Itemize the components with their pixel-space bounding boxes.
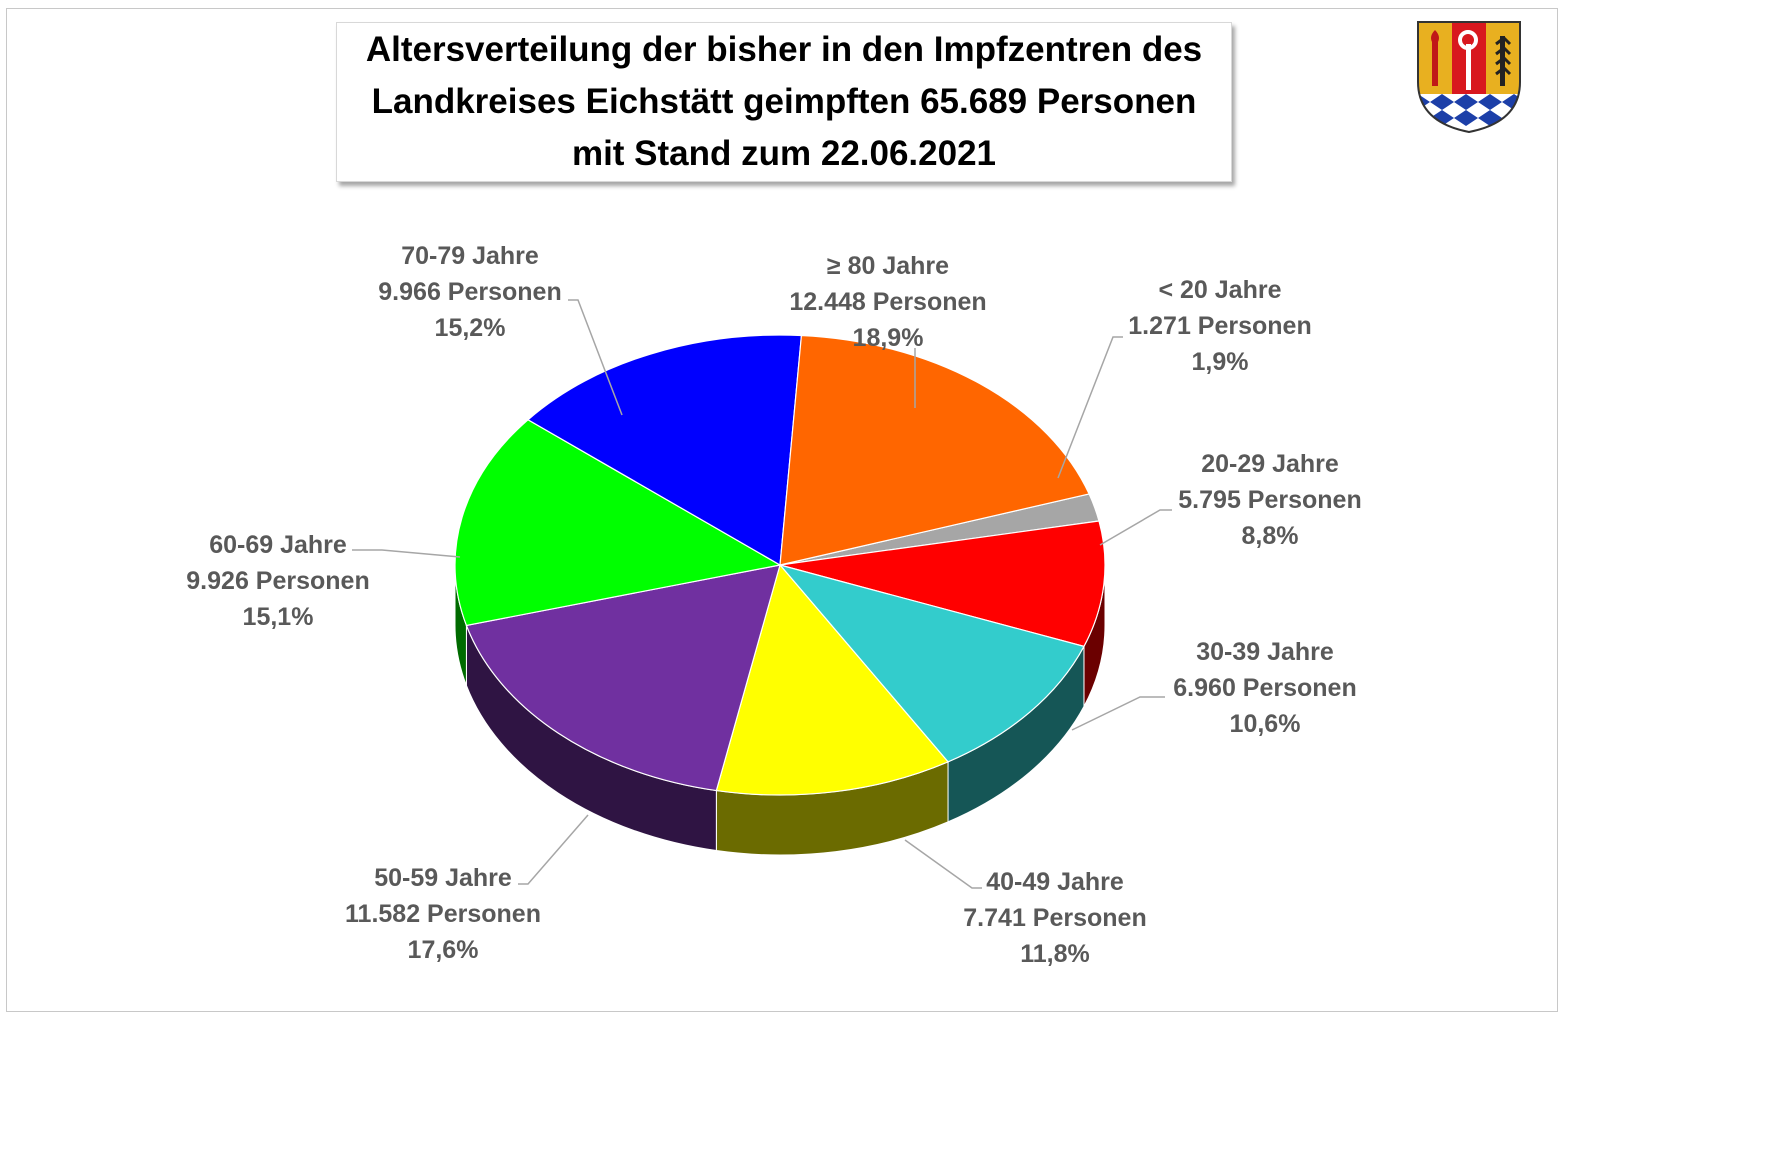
data-label-category: ≥ 80 Jahre xyxy=(827,252,949,280)
data-label-category: 50-59 Jahre xyxy=(374,864,512,892)
chart-title-box: Altersverteilung der bisher in den Impfz… xyxy=(336,22,1232,182)
data-label-percent: 15,1% xyxy=(243,603,314,631)
data-label-20-29-jahre: 20-29 Jahre 5.795 Personen 8,8% xyxy=(1178,450,1361,550)
data-label-category: 40-49 Jahre xyxy=(986,868,1124,896)
data-label-category: < 20 Jahre xyxy=(1158,276,1281,304)
data-label-persons: 5.795 Personen xyxy=(1178,486,1361,514)
chart-title-line-2: Landkreises Eichstätt geimpften 65.689 P… xyxy=(371,82,1197,121)
leader-line-lt-20-jahre xyxy=(1057,336,1123,479)
data-label-60-69-jahre: 60-69 Jahre 9.926 Personen 15,1% xyxy=(186,531,369,631)
data-label-category: 20-29 Jahre xyxy=(1201,450,1339,478)
data-label-70-79-jahre: 70-79 Jahre 9.966 Personen 15,2% xyxy=(378,242,561,342)
data-label-percent: 10,6% xyxy=(1230,710,1301,738)
data-label-ge-80-jahre: ≥ 80 Jahre 12.448 Personen 18,9% xyxy=(789,252,986,352)
chart-title-line-3: mit Stand zum 22.06.2021 xyxy=(571,134,997,173)
data-label-percent: 18,9% xyxy=(853,324,924,352)
data-label-category: 30-39 Jahre xyxy=(1196,638,1334,666)
data-label-persons: 12.448 Personen xyxy=(789,288,986,316)
data-label-50-59-jahre: 50-59 Jahre 11.582 Personen 17,6% xyxy=(345,864,541,964)
data-label-category: 70-79 Jahre xyxy=(401,242,539,270)
leader-line-20-29-jahre xyxy=(1099,509,1172,546)
data-label-category: 60-69 Jahre xyxy=(209,531,347,559)
chart-title-line-1: Altersverteilung der bisher in den Impfz… xyxy=(365,30,1203,69)
pie-slice-20-29-jahre xyxy=(779,520,1106,648)
pie-slice-50-59-jahre xyxy=(465,564,781,792)
data-label-percent: 1,9% xyxy=(1192,348,1249,376)
pie-slice-ge-80-jahre xyxy=(779,334,1090,566)
data-label-persons: 7.741 Personen xyxy=(963,904,1146,932)
pie-chart: < 20 Jahre 1.271 Personen 1,9% 20-29 Jahre 5… xyxy=(186,21,1521,968)
data-label-percent: 11,8% xyxy=(1020,940,1090,968)
data-label-percent: 15,2% xyxy=(435,314,506,342)
data-label-persons: 9.926 Personen xyxy=(186,567,369,595)
pie-slice-60-69-jahre xyxy=(454,419,782,627)
data-label-40-49-jahre: 40-49 Jahre 7.741 Personen 11,8% xyxy=(963,868,1146,968)
leader-line-60-69-jahre xyxy=(352,549,461,558)
data-label-persons: 1.271 Personen xyxy=(1128,312,1311,340)
data-label-persons: 11.582 Personen xyxy=(345,900,541,928)
pie-slice-40-49-jahre xyxy=(715,563,950,796)
leader-line-40-49-jahre xyxy=(904,839,982,889)
data-label-percent: 17,6% xyxy=(408,936,479,964)
eichstaett-coat-of-arms-icon xyxy=(1417,21,1521,134)
pie-slice-30-39-jahre xyxy=(778,563,1085,763)
leader-line-70-79-jahre xyxy=(568,299,623,416)
data-label-percent: 8,8% xyxy=(1242,522,1299,550)
data-label-persons: 6.960 Personen xyxy=(1173,674,1356,702)
data-label-30-39-jahre: 30-39 Jahre 6.960 Personen 10,6% xyxy=(1173,638,1356,738)
leader-line-30-39-jahre xyxy=(1071,696,1165,731)
leader-line-50-59-jahre xyxy=(518,814,589,885)
data-label-lt-20-jahre: < 20 Jahre 1.271 Personen 1,9% xyxy=(1128,276,1311,376)
data-label-persons: 9.966 Personen xyxy=(378,278,561,306)
pie-slice-70-79-jahre xyxy=(526,334,803,566)
